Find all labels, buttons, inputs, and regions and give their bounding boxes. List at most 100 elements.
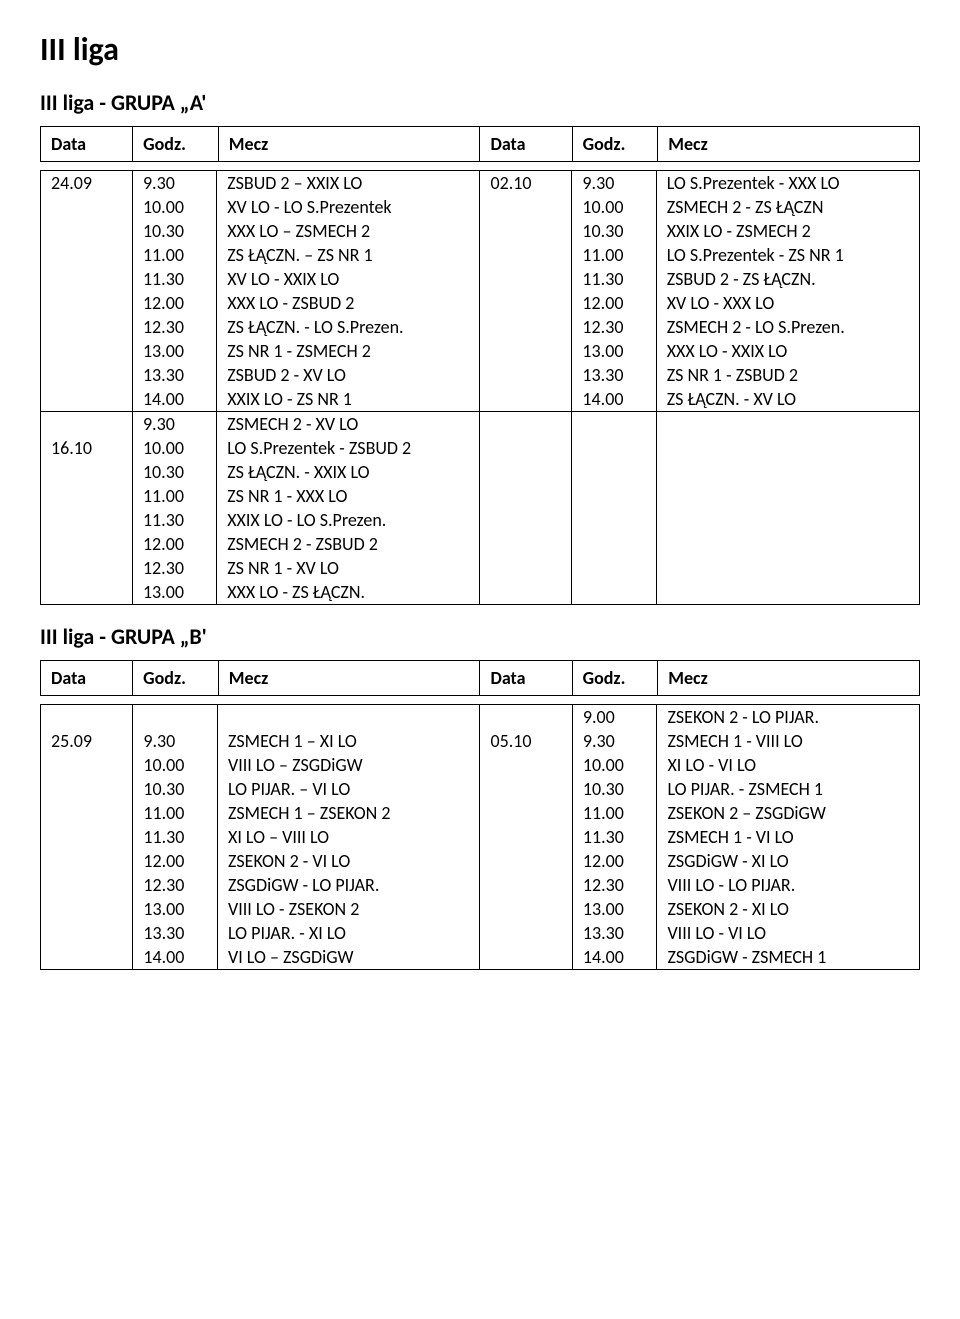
cell-data <box>41 508 133 532</box>
cell-godz: 9.30 <box>133 729 218 753</box>
cell-mecz: ZSEKON 2 - VI LO <box>217 849 480 873</box>
cell-data <box>480 460 572 484</box>
cell-godz: 12.00 <box>133 849 218 873</box>
table-row: 12.00XXX LO - ZSBUD 212.00XV LO - XXX LO <box>41 291 920 315</box>
cell-data: 25.09 <box>41 729 133 753</box>
cell-godz: 12.00 <box>572 849 657 873</box>
cell-godz: 10.30 <box>132 219 216 243</box>
cell-data <box>480 825 572 849</box>
cell-mecz: ZS NR 1 - ZSMECH 2 <box>217 339 480 363</box>
cell-data <box>41 849 133 873</box>
cell-mecz: LO S.Prezentek - ZSBUD 2 <box>217 436 480 460</box>
cell-mecz: LO S.Prezentek - XXX LO <box>656 171 919 196</box>
cell-godz: 13.00 <box>133 897 218 921</box>
cell-mecz: LO PIJAR. – VI LO <box>217 777 480 801</box>
header-mecz: Mecz <box>658 127 920 162</box>
cell-data <box>41 705 133 730</box>
cell-mecz: ZSGDiGW - XI LO <box>657 849 920 873</box>
cell-godz: 12.00 <box>132 532 216 556</box>
cell-godz: 12.30 <box>132 556 216 580</box>
cell-mecz: ZS NR 1 - XXX LO <box>217 484 480 508</box>
cell-data <box>480 753 572 777</box>
cell-data <box>480 219 572 243</box>
groups-container: III liga - GRUPA „A'DataGodz.MeczDataGod… <box>40 89 920 970</box>
cell-godz: 10.30 <box>132 460 216 484</box>
cell-godz: 10.00 <box>133 753 218 777</box>
schedule-header: DataGodz.MeczDataGodz.Mecz <box>40 660 920 696</box>
cell-godz: 14.00 <box>572 387 656 412</box>
table-row: 13.00VIII LO - ZSEKON 213.00ZSEKON 2 - X… <box>41 897 920 921</box>
cell-mecz <box>656 436 919 460</box>
cell-mecz: XXX LO – ZSMECH 2 <box>217 219 480 243</box>
cell-mecz: XV LO - LO S.Prezentek <box>217 195 480 219</box>
cell-data <box>41 580 133 605</box>
cell-godz: 10.30 <box>572 219 656 243</box>
cell-data <box>480 315 572 339</box>
table-row: 11.00ZS NR 1 - XXX LO <box>41 484 920 508</box>
page-title: III liga <box>40 30 920 69</box>
cell-mecz: LO PIJAR. - XI LO <box>217 921 480 945</box>
cell-godz <box>133 705 218 730</box>
cell-data: 16.10 <box>41 436 133 460</box>
cell-data: 05.10 <box>480 729 572 753</box>
cell-godz: 11.00 <box>572 801 657 825</box>
cell-mecz: ZSMECH 2 - XV LO <box>217 412 480 437</box>
cell-mecz: XXX LO - ZS ŁĄCZN. <box>217 580 480 605</box>
table-row: 10.30LO PIJAR. – VI LO10.30LO PIJAR. - Z… <box>41 777 920 801</box>
cell-mecz: LO S.Prezentek - ZS NR 1 <box>656 243 919 267</box>
cell-data <box>41 825 133 849</box>
cell-godz: 11.30 <box>132 508 216 532</box>
cell-data <box>41 897 133 921</box>
cell-mecz: XXX LO - ZSBUD 2 <box>217 291 480 315</box>
cell-godz: 13.30 <box>572 363 656 387</box>
cell-data <box>41 921 133 945</box>
table-row: 24.099.30ZSBUD 2 – XXIX LO02.109.30LO S.… <box>41 171 920 196</box>
cell-mecz: XI LO - VI LO <box>657 753 920 777</box>
table-row: 25.099.30ZSMECH 1 – XI LO05.109.30ZSMECH… <box>41 729 920 753</box>
cell-mecz <box>656 580 919 605</box>
cell-data <box>480 556 572 580</box>
cell-mecz <box>656 508 919 532</box>
cell-mecz: XXIX LO - LO S.Prezen. <box>217 508 480 532</box>
cell-godz <box>572 436 656 460</box>
cell-data <box>41 315 133 339</box>
cell-mecz: XXIX LO - ZSMECH 2 <box>656 219 919 243</box>
cell-mecz: ZSMECH 1 - VIII LO <box>657 729 920 753</box>
cell-mecz: VIII LO - LO PIJAR. <box>657 873 920 897</box>
cell-mecz: VIII LO - VI LO <box>657 921 920 945</box>
cell-mecz: ZSEKON 2 - LO PIJAR. <box>657 705 920 730</box>
cell-data <box>41 219 133 243</box>
cell-godz <box>572 532 656 556</box>
cell-godz: 12.00 <box>132 291 216 315</box>
schedule-body: 24.099.30ZSBUD 2 – XXIX LO02.109.30LO S.… <box>40 170 920 605</box>
table-row: 10.00VIII LO – ZSGDiGW10.00XI LO - VI LO <box>41 753 920 777</box>
cell-mecz: VIII LO – ZSGDiGW <box>217 753 480 777</box>
table-row: 13.00XXX LO - ZS ŁĄCZN. <box>41 580 920 605</box>
header-mecz: Mecz <box>218 127 480 162</box>
cell-data <box>480 267 572 291</box>
cell-data <box>480 849 572 873</box>
cell-data <box>41 387 133 412</box>
cell-data <box>480 921 572 945</box>
cell-godz <box>572 484 656 508</box>
cell-godz: 13.30 <box>132 363 216 387</box>
cell-data <box>41 873 133 897</box>
cell-data <box>480 873 572 897</box>
cell-data <box>480 291 572 315</box>
cell-godz <box>572 460 656 484</box>
cell-data <box>480 897 572 921</box>
cell-godz: 11.30 <box>572 825 657 849</box>
cell-godz: 13.00 <box>572 339 656 363</box>
cell-mecz: ZSGDiGW - LO PIJAR. <box>217 873 480 897</box>
table-row: 11.30XI LO – VIII LO11.30ZSMECH 1 - VI L… <box>41 825 920 849</box>
cell-godz: 11.30 <box>132 267 216 291</box>
cell-godz: 11.00 <box>132 243 216 267</box>
cell-data <box>41 195 133 219</box>
cell-mecz: ZS ŁĄCZN. - XV LO <box>656 387 919 412</box>
cell-data <box>41 532 133 556</box>
cell-data <box>41 945 133 970</box>
table-row: 12.30ZS NR 1 - XV LO <box>41 556 920 580</box>
table-row: 12.00ZSEKON 2 - VI LO12.00ZSGDiGW - XI L… <box>41 849 920 873</box>
cell-godz: 13.30 <box>133 921 218 945</box>
header-godz: Godz. <box>572 127 658 162</box>
